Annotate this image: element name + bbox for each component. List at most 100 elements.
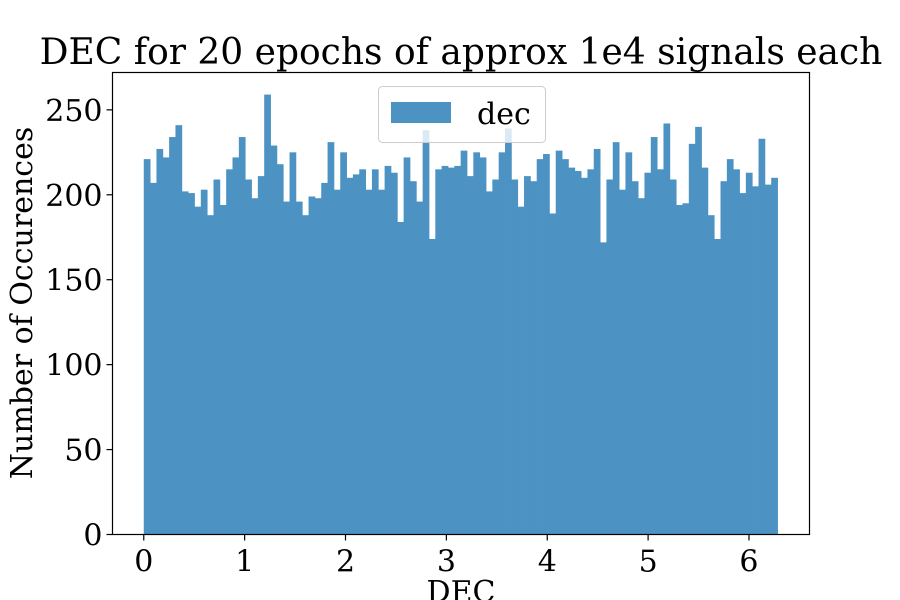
histogram-bar xyxy=(764,184,772,535)
histogram-bar xyxy=(226,169,233,535)
y-tick-label: 50 xyxy=(64,434,102,469)
histogram-bar xyxy=(327,142,335,535)
histogram-bar xyxy=(517,206,525,535)
plot-frame xyxy=(111,71,811,536)
histogram-bar xyxy=(359,169,366,535)
x-tick-label: 3 xyxy=(437,545,456,580)
histogram-bar xyxy=(194,206,202,535)
x-tick-label: 5 xyxy=(639,545,658,580)
y-tick-label: 200 xyxy=(45,179,102,214)
histogram-bar xyxy=(156,148,164,535)
x-tick-label: 2 xyxy=(336,545,355,580)
y-tick-label: 100 xyxy=(45,349,102,384)
histogram-bar xyxy=(409,181,417,535)
histogram-bar xyxy=(593,148,601,535)
histogram-bar xyxy=(321,182,328,535)
histogram-bar xyxy=(466,176,474,535)
histogram-bar xyxy=(150,182,157,535)
histogram-bar xyxy=(289,152,297,535)
histogram-bar xyxy=(555,150,563,535)
histogram-bar xyxy=(352,174,360,535)
histogram-bar xyxy=(663,123,671,535)
x-tick-label: 1 xyxy=(235,545,254,580)
histogram-bar xyxy=(701,167,709,535)
y-axis-label: Number of Occurences xyxy=(5,127,40,479)
histogram-bar xyxy=(511,179,519,535)
histogram-bar xyxy=(631,181,639,535)
histogram-bar xyxy=(612,142,620,535)
histogram-bar xyxy=(384,165,392,535)
histogram-bar xyxy=(638,198,645,535)
histogram-bar xyxy=(207,215,214,535)
histogram-bar xyxy=(219,204,227,535)
y-axis-ticks: 0 50 100 150 200 250 xyxy=(45,94,113,554)
histogram-bar xyxy=(245,179,252,535)
histogram-bar xyxy=(505,128,512,535)
histogram-bar xyxy=(422,130,430,535)
histogram-bar xyxy=(251,198,259,535)
histogram-bar xyxy=(479,157,487,535)
histogram-bar xyxy=(270,145,278,535)
histogram-bar xyxy=(302,215,309,535)
y-tick-label: 0 xyxy=(83,519,102,554)
histogram-bar xyxy=(371,169,379,535)
histogram-bar xyxy=(733,169,740,535)
histogram-bars xyxy=(143,94,778,535)
histogram-bar xyxy=(378,189,386,535)
histogram-bar xyxy=(600,242,607,535)
histogram-bar xyxy=(587,169,595,535)
histogram-bar xyxy=(657,169,664,535)
histogram-bar xyxy=(720,181,728,535)
histogram-bar xyxy=(428,238,436,535)
x-tick-label: 6 xyxy=(739,545,758,580)
histogram-bar xyxy=(581,177,588,535)
histogram-bar xyxy=(606,179,614,535)
histogram-bar xyxy=(365,189,373,535)
legend-box xyxy=(378,86,546,143)
histogram-bar xyxy=(188,193,195,535)
histogram-bar xyxy=(346,177,354,535)
histogram-bar xyxy=(403,157,411,535)
histogram-bar xyxy=(441,165,449,535)
histogram-bar xyxy=(650,137,658,535)
histogram-bar xyxy=(213,179,221,535)
histogram-bar xyxy=(390,172,398,535)
histogram-bar xyxy=(644,172,652,535)
histogram-bar xyxy=(232,157,240,535)
histogram-bar xyxy=(447,167,455,535)
y-tick-label: 250 xyxy=(45,94,102,129)
histogram-bar xyxy=(524,176,531,535)
x-tick-label: 4 xyxy=(538,545,557,580)
histogram-bar xyxy=(308,196,316,535)
histogram-bar xyxy=(625,152,633,535)
histogram-bar xyxy=(314,198,322,535)
histogram-bar xyxy=(498,152,506,535)
histogram-bar xyxy=(562,159,569,535)
histogram-bar xyxy=(435,169,443,535)
legend-swatch xyxy=(391,102,451,123)
histogram-bar xyxy=(200,189,208,535)
histogram-bar xyxy=(714,238,721,535)
histogram-bar xyxy=(333,189,341,535)
histogram-bar xyxy=(549,213,557,535)
histogram-bar xyxy=(669,179,677,535)
histogram-bar xyxy=(530,181,538,535)
histogram-bar xyxy=(771,177,778,535)
histogram-bar xyxy=(340,152,347,535)
histogram-bar xyxy=(397,221,405,535)
histogram-bar xyxy=(181,191,189,535)
histogram-bar xyxy=(758,138,766,535)
histogram-bar xyxy=(460,150,468,535)
histogram-bar xyxy=(568,167,576,535)
histogram-bar xyxy=(295,201,303,535)
histogram-bar xyxy=(688,143,696,535)
chart-title: DEC for 20 epochs of approx 1e4 signals … xyxy=(40,32,883,73)
histogram-bar xyxy=(143,159,151,535)
x-axis-ticks: 0 1 2 3 4 5 6 xyxy=(134,534,759,580)
histogram-bar xyxy=(752,186,759,535)
x-axis-label: DEC xyxy=(427,575,496,600)
histogram-bar xyxy=(492,179,500,535)
histogram-bar xyxy=(574,171,582,535)
histogram-bar xyxy=(175,125,183,535)
